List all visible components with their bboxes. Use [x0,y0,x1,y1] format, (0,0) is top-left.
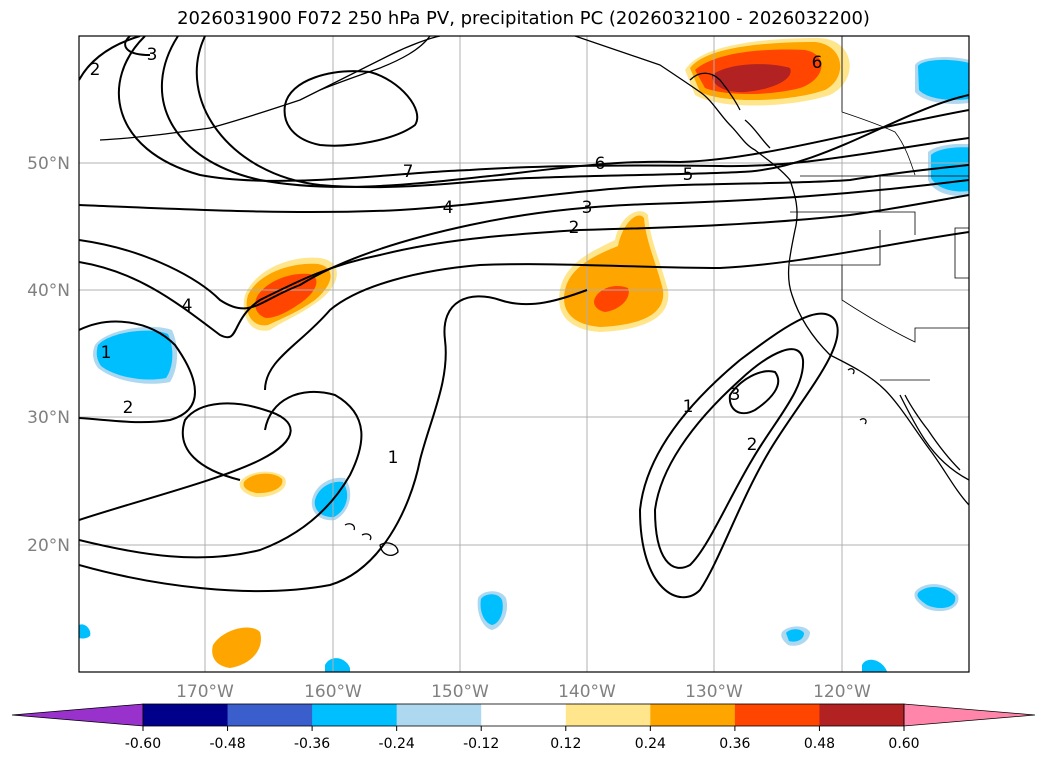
precip-blob-alaska [712,64,791,93]
contour-pv-trough [639,312,839,599]
colorbar-bin [143,704,229,726]
lat-label: 20°N [27,536,70,556]
colorbar-tick-label: 0.12 [550,736,581,752]
colorbar-extend-min [11,703,144,727]
contour-label: 1 [683,397,694,417]
colorbar: -0.60 -0.48 -0.36 -0.24 -0.12 0.12 0.24 0.36 0.4… [11,703,1036,752]
colorbar-frame [142,703,905,727]
lon-label: 140°W [558,682,616,702]
contour-northwest [79,36,141,81]
colorbar-tick-label: 0.36 [719,736,750,752]
lon-label: 130°W [685,682,743,702]
precip-blob-negative [325,658,350,672]
precip-blob-mid-pacific [563,215,664,327]
contour-6 [161,36,969,188]
precip-blob-negative [786,629,804,642]
colorbar-bin [650,704,736,726]
colorbar-tick-label: -0.36 [294,736,330,752]
precip-blob-negative [480,594,503,625]
contour-north [283,70,419,147]
contour-1 [264,231,969,391]
contour-label: 2 [123,398,134,418]
contour-label: 1 [101,343,112,363]
contour-label: 1 [388,448,399,468]
colorbar-bin [312,704,398,726]
colorbar-bin [396,704,482,726]
contour-label: 6 [595,154,606,174]
contour-labels: 7 6 5 4 3 2 4 2 1 1 1 3 2 3 2 6 [90,45,823,468]
colorbar-bin [481,704,567,726]
precip-blob-mid-pacific [594,286,629,312]
precip-shading [79,38,969,672]
precip-blob-subtropical [243,473,283,494]
contour-label: 7 [403,162,414,182]
precip-blob-negative [917,586,956,608]
contour-1d [79,289,588,593]
precip-blob-south [212,627,261,668]
chart-title: 2026031900 F072 250 hPa PV, precipitatio… [177,8,870,29]
colorbar-tick-label: 0.24 [635,736,666,752]
colorbar-tick-label: -0.48 [209,736,245,752]
colorbar-extend-max [903,703,1036,727]
contour-label: 5 [683,165,694,185]
contour-label: 2 [90,60,101,80]
contour-label: 2 [747,435,758,455]
colorbar-bin [734,704,820,726]
contour-label: 3 [147,45,158,65]
lat-label: 40°N [27,281,70,301]
contour-label: 4 [443,198,454,218]
coastlines [99,36,969,556]
map-frame [78,35,970,673]
colorbar-tick-label: -0.24 [379,736,415,752]
lat-label: 30°N [27,408,70,428]
lon-label: 120°W [813,682,871,702]
contour-label: 4 [182,296,193,316]
pv-contours [79,36,969,599]
lat-label: 50°N [27,154,70,174]
contour-label: 3 [730,385,741,405]
latitude-labels: 50°N 40°N 30°N 20°N [27,154,70,556]
contour-2b [79,390,363,559]
precip-blob-negative [862,659,887,672]
colorbar-tick-label: 0.60 [888,736,919,752]
colorbar-bin [227,704,313,726]
contour-pv-trough [654,348,805,569]
contour-4 [79,164,969,214]
longitude-labels: 170°W 160°W 150°W 140°W 130°W 120°W [176,682,871,702]
precip-blob-negative [918,59,969,100]
contour-label: 3 [582,198,593,218]
lon-label: 160°W [304,682,362,702]
contour-hook [124,36,151,56]
map-area: 7 6 5 4 3 2 4 2 1 1 1 3 2 3 2 6 [79,36,969,672]
contour-1b [79,320,196,424]
gridlines [79,36,969,672]
colorbar-bin [819,704,905,726]
lon-label: 170°W [176,682,234,702]
contour-3 [79,179,969,310]
colorbar-bin [565,704,651,726]
contour-5 [195,36,969,189]
colorbar-tick-label: 0.48 [804,736,835,752]
contour-2 [79,194,969,339]
contour-1c [79,402,292,521]
precip-blob-negative [96,330,173,380]
contour-label: 6 [812,53,823,73]
lon-label: 150°W [431,682,489,702]
colorbar-tick-label: -0.12 [463,736,499,752]
contour-pv-trough [728,370,780,415]
colorbar-tick-label: -0.60 [125,736,161,752]
contour-label: 2 [569,218,580,238]
precip-blob-negative [79,624,91,639]
